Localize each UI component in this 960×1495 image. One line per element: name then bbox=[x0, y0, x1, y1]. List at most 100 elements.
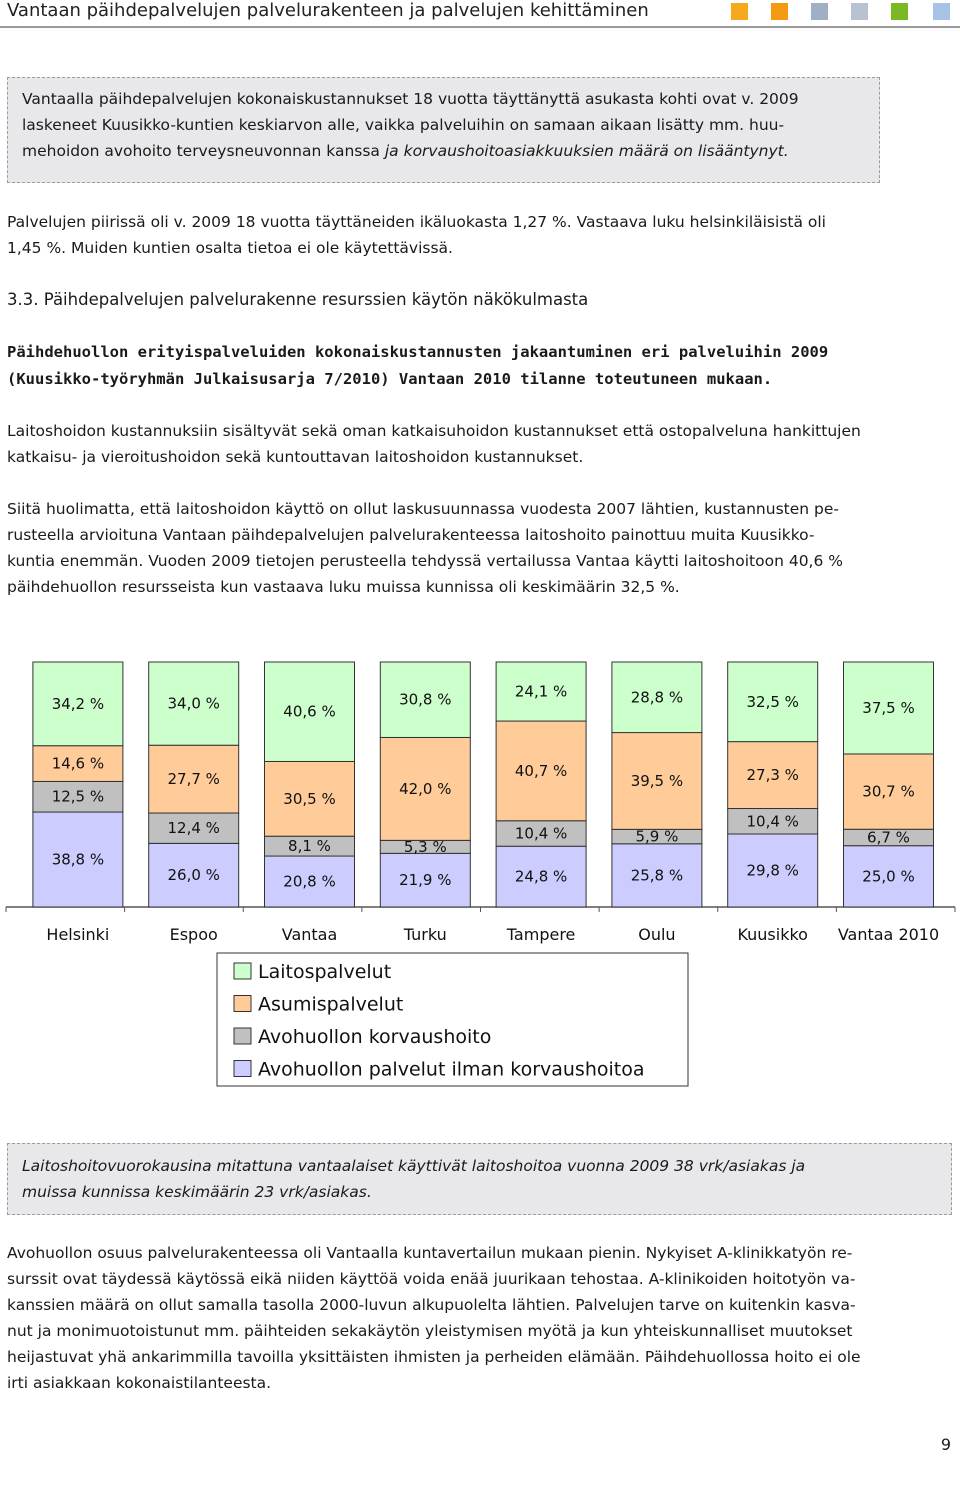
header-square-1 bbox=[731, 3, 748, 20]
highlight-box-care-days: Laitoshoitovuorokausina mitattuna vantaa… bbox=[7, 1143, 952, 1215]
data-label-6-2: 27,3 % bbox=[746, 766, 798, 784]
paragraph-outpatient: Avohuollon osuus palvelurakenteessa oli … bbox=[7, 1240, 953, 1396]
coverage-line-2: 1,45 %. Muiden kuntien osalta tietoa ei … bbox=[7, 239, 453, 257]
outpatient-line-6: irti asiakkaan kokonaistilanteesta. bbox=[7, 1374, 272, 1392]
summary-line-3: mehoidon avohoito terveysneuvonnan kanss… bbox=[22, 138, 879, 164]
data-label-4-3: 24,1 % bbox=[515, 683, 567, 701]
care-days-line-2: muissa kunnissa keskimäärin 23 vrk/asiak… bbox=[22, 1179, 951, 1205]
bar-segment-7-3 bbox=[843, 661, 934, 755]
outpatient-line-3: kanssien määrä on ollut samalla tasolla … bbox=[7, 1296, 856, 1314]
bar-segment-1-3 bbox=[148, 661, 240, 746]
bar-segment-0-2 bbox=[32, 745, 124, 782]
legend-label-3: Avohuollon palvelut ilman korvaushoitoa bbox=[258, 1059, 645, 1081]
bar-segment-3-2 bbox=[379, 736, 471, 841]
category-label-1: Espoo bbox=[170, 925, 218, 944]
data-label-6-1: 10,4 % bbox=[746, 812, 798, 830]
comparison-line-2: rusteella arvioituna Vantaan päihdepalve… bbox=[7, 526, 815, 544]
bar-segment-5-3 bbox=[611, 661, 703, 734]
highlight-box-summary: Vantaalla päihdepalvelujen kokonaiskusta… bbox=[7, 77, 880, 183]
bar-segment-1-0 bbox=[148, 842, 240, 908]
category-label-4: Tampere bbox=[506, 925, 576, 944]
bar-segment-4-0 bbox=[495, 845, 587, 908]
bar-segment-4-2 bbox=[495, 720, 587, 822]
summary-line-3-italic: ja korvaushoitoasiakkuuksien määrä on li… bbox=[384, 142, 789, 160]
category-label-5: Oulu bbox=[638, 925, 675, 944]
bar-segment-3-3 bbox=[379, 661, 471, 738]
figure-caption: Päihdehuollon erityispalveluiden kokonai… bbox=[7, 339, 953, 393]
outpatient-line-2: surssit ovat täydessä käytössä eikä niid… bbox=[7, 1270, 856, 1288]
data-label-2-3: 40,6 % bbox=[283, 703, 335, 721]
data-label-2-2: 30,5 % bbox=[283, 790, 335, 808]
data-label-0-0: 38,8 % bbox=[52, 851, 104, 869]
data-label-5-1: 5,9 % bbox=[635, 828, 678, 846]
legend-swatch-3 bbox=[233, 1060, 252, 1077]
bar-segment-5-0 bbox=[611, 843, 703, 908]
data-label-0-1: 12,5 % bbox=[52, 788, 104, 806]
bar-segment-0-1 bbox=[32, 780, 124, 813]
data-label-2-1: 8,1 % bbox=[288, 837, 331, 855]
comparison-line-3: kuntia enemmän. Vuoden 2009 tietojen per… bbox=[7, 552, 843, 570]
data-label-2-0: 20,8 % bbox=[283, 873, 335, 891]
legend-label-0: Laitospalvelut bbox=[258, 961, 391, 983]
data-label-6-0: 29,8 % bbox=[746, 861, 798, 879]
data-label-5-3: 28,8 % bbox=[631, 688, 683, 706]
data-label-4-0: 24,8 % bbox=[515, 868, 567, 886]
bar-segment-6-0 bbox=[727, 833, 819, 908]
legend-label-1: Asumispalvelut bbox=[258, 994, 403, 1016]
header-square-4 bbox=[851, 3, 868, 20]
care-days-line-2-text: muissa kunnissa keskimäärin 23 vrk/asiak… bbox=[22, 1183, 372, 1201]
data-label-5-0: 25,8 % bbox=[631, 866, 683, 884]
paragraph-institutional-costs: Laitoshoidon kustannuksiin sisältyvät se… bbox=[7, 418, 953, 470]
header-rule bbox=[0, 26, 960, 28]
data-label-1-3: 34,0 % bbox=[167, 695, 219, 713]
category-label-2: Vantaa bbox=[282, 925, 338, 944]
category-label-7: Vantaa 2010 bbox=[838, 925, 939, 944]
data-label-3-3: 30,8 % bbox=[399, 691, 451, 709]
header-square-5 bbox=[891, 3, 908, 20]
header-square-2 bbox=[771, 3, 788, 20]
summary-line-2: laskeneet Kuusikko-kuntien keskiarvon al… bbox=[22, 116, 785, 134]
comparison-line-4: päihdehuollon resursseista kun vastaava … bbox=[7, 578, 680, 596]
legend-box bbox=[216, 952, 689, 1087]
bar-segment-4-3 bbox=[495, 661, 587, 722]
outpatient-line-5: heijastuvat yhä ankarimmilla tavoilla yk… bbox=[7, 1348, 861, 1366]
figure-caption-line-2: (Kuusikko-työryhmän Julkaisusarja 7/2010… bbox=[7, 370, 773, 388]
legend-swatch-1 bbox=[233, 995, 252, 1012]
data-label-1-0: 26,0 % bbox=[167, 866, 219, 884]
bar-segment-0-3 bbox=[32, 661, 124, 747]
header-square-3 bbox=[811, 3, 828, 20]
summary-line-3-text: mehoidon avohoito terveysneuvonnan kanss… bbox=[22, 142, 385, 160]
legend-swatch-2 bbox=[233, 1027, 252, 1045]
data-label-3-0: 21,9 % bbox=[399, 871, 451, 889]
category-label-6: Kuusikko bbox=[737, 925, 808, 944]
data-label-7-2: 30,7 % bbox=[862, 783, 914, 801]
data-label-1-1: 12,4 % bbox=[167, 819, 219, 837]
bar-segment-2-0 bbox=[264, 855, 355, 908]
bar-segment-5-2 bbox=[611, 732, 703, 830]
paragraph-comparison: Siitä huolimatta, että laitoshoidon käyt… bbox=[7, 496, 953, 600]
data-label-7-3: 37,5 % bbox=[862, 699, 914, 717]
page-number: 9 bbox=[940, 1435, 951, 1454]
data-label-0-2: 14,6 % bbox=[52, 755, 104, 773]
figure-caption-line-1: Päihdehuollon erityispalveluiden kokonai… bbox=[7, 343, 829, 361]
institutional-costs-line-1: Laitoshoidon kustannuksiin sisältyvät se… bbox=[7, 422, 861, 440]
data-label-4-1: 10,4 % bbox=[515, 825, 567, 843]
care-days-line-1: Laitoshoitovuorokausina mitattuna vantaa… bbox=[22, 1153, 951, 1179]
section-heading: 3.3. Päihdepalvelujen palvelurakenne res… bbox=[7, 290, 589, 309]
summary-line-1: Vantaalla päihdepalvelujen kokonaiskusta… bbox=[22, 90, 799, 108]
data-label-3-2: 42,0 % bbox=[399, 780, 451, 798]
data-label-1-2: 27,7 % bbox=[167, 770, 219, 788]
bar-segment-6-1 bbox=[727, 808, 819, 835]
paragraph-coverage: Palvelujen piirissä oli v. 2009 18 vuott… bbox=[7, 209, 953, 261]
bar-segment-7-2 bbox=[843, 753, 934, 830]
bar-segment-6-2 bbox=[727, 741, 819, 810]
bar-segment-4-1 bbox=[495, 820, 587, 847]
data-label-0-3: 34,2 % bbox=[52, 695, 104, 713]
legend-label-2: Avohuollon korvaushoito bbox=[258, 1026, 491, 1048]
data-label-7-1: 6,7 % bbox=[867, 828, 910, 846]
outpatient-line-1: Avohuollon osuus palvelurakenteessa oli … bbox=[7, 1244, 853, 1262]
bar-segment-2-3 bbox=[264, 661, 355, 762]
data-label-5-2: 39,5 % bbox=[631, 772, 683, 790]
bar-segment-2-2 bbox=[264, 760, 355, 837]
category-label-3: Turku bbox=[403, 925, 447, 944]
